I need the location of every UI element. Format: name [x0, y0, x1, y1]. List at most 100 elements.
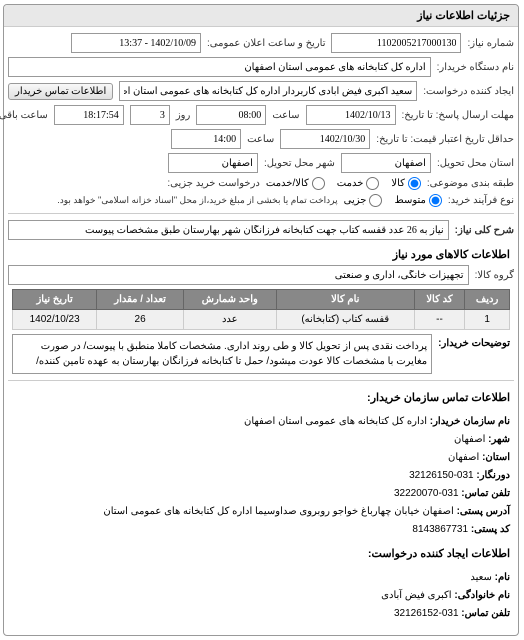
contact-section: اطلاعات تماس سازمان خریدار: نام سازمان خ… [13, 389, 511, 623]
contact-fax-line: دورنگار: 031-32126150 [13, 467, 511, 485]
contact-name-value: سعید [471, 572, 492, 583]
contact-org-label: نام سازمان خریدار: [431, 416, 511, 427]
partial-amount-label: پرداخت تمام یا بخشی از مبلغ خرید،از محل … [58, 195, 338, 206]
divider-1 [9, 213, 515, 214]
budget-radio-service[interactable]: خدمت [338, 177, 381, 190]
day-label: روز [177, 110, 192, 121]
contact-tel2-label: تلفن تماس: [462, 608, 511, 619]
response-time-input[interactable] [197, 105, 267, 125]
contact-fax-value: 031-32126150 [410, 470, 475, 481]
row-buyer-org: نام دستگاه خریدار: [9, 57, 515, 77]
desc-label: شرح کلی نیاز: [456, 225, 515, 236]
creator-input[interactable] [120, 81, 418, 101]
budget-radio-goods[interactable]: کالا [392, 177, 422, 190]
delivery-city-label: شهر محل تحویل: [265, 158, 336, 169]
th-qty: تعداد / مقدار [98, 290, 185, 310]
contact-postal-label: کد پستی: [472, 524, 511, 535]
contact-city-line: شهر: اصفهان [13, 431, 511, 449]
td-row: 1 [466, 310, 511, 330]
process-radio-partial-input[interactable] [370, 194, 383, 207]
th-code: کد کالا [415, 290, 465, 310]
creator-label: ایجاد کننده درخواست: [424, 86, 515, 97]
budget-radio-goods-service[interactable]: کالا/خدمت [267, 177, 326, 190]
announce-date-input[interactable] [72, 33, 202, 53]
td-code: -- [415, 310, 465, 330]
response-date-input[interactable] [307, 105, 397, 125]
td-name: قفسه کتاب (کتابخانه) [277, 310, 415, 330]
contact-city-label: شهر: [489, 434, 511, 445]
goods-table: ردیف کد کالا نام کالا واحد شمارش تعداد /… [13, 289, 511, 330]
process-radio-medium[interactable]: متوسط [395, 194, 442, 207]
time-label-2: ساعت [248, 134, 275, 145]
contact-province-label: استان: [483, 452, 511, 463]
td-date: 1402/10/23 [14, 310, 98, 330]
remaining-label: ساعت باقی مانده [0, 110, 49, 121]
delivery-province-label: استان محل تحویل: [438, 158, 515, 169]
days-remaining-input[interactable] [131, 105, 171, 125]
contact-postal-value: 8143867731 [413, 524, 469, 535]
credit-time-input[interactable] [172, 129, 242, 149]
announce-date-label: تاریخ و ساعت اعلان عمومی: [208, 38, 327, 49]
row-description: شرح کلی نیاز: [9, 220, 515, 240]
request-no-label: شماره نیاز: [468, 38, 515, 49]
th-unit: واحد شمارش [184, 290, 277, 310]
row-budget-type: طبقه بندی موضوعی: کالا خدمت کالا/خدمت در… [9, 177, 515, 190]
divider-2 [9, 380, 515, 381]
row-request-no: شماره نیاز: تاریخ و ساعت اعلان عمومی: [9, 33, 515, 53]
contact-fax-label: دورنگار: [477, 470, 511, 481]
contact-lname-value: اکبری فیض آبادی [382, 590, 452, 601]
buyer-org-input[interactable] [9, 57, 432, 77]
row-response-deadline: مهلت ارسال پاسخ: تا تاریخ: ساعت روز ساعت… [9, 105, 515, 125]
delivery-province-input[interactable] [342, 153, 432, 173]
contact-lname-line: نام خانوادگی: اکبری فیض آبادی [13, 587, 511, 605]
process-radio-group: متوسط جزیی [345, 194, 443, 207]
th-name: نام کالا [277, 290, 415, 310]
contact-province-value: اصفهان [449, 452, 480, 463]
process-radio-partial[interactable]: جزیی [345, 194, 384, 207]
contact-name-line: نام: سعید [13, 569, 511, 587]
notes-box: پرداخت نقدی پس از تحویل کالا و طی روند ا… [13, 334, 433, 374]
delivery-city-input[interactable] [169, 153, 259, 173]
contact-lname-label: نام خانوادگی: [455, 590, 511, 601]
budget-radio-goods-input[interactable] [409, 177, 422, 190]
goods-group-input[interactable] [9, 265, 470, 285]
contact-city-value: اصفهان [455, 434, 486, 445]
table-header-row: ردیف کد کالا نام کالا واحد شمارش تعداد /… [14, 290, 511, 310]
contact-postal-line: کد پستی: 8143867731 [13, 521, 511, 539]
contact-section-title: اطلاعات تماس سازمان خریدار: [13, 389, 511, 409]
table-row: 1 -- قفسه کتاب (کتابخانه) عدد 26 1402/10… [14, 310, 511, 330]
buyer-org-label: نام دستگاه خریدار: [438, 62, 515, 73]
budget-radio-group: کالا خدمت کالا/خدمت [267, 177, 422, 190]
budget-radio-service-input[interactable] [367, 177, 380, 190]
budget-radio-goods-service-input[interactable] [313, 177, 326, 190]
panel-title: جزئیات اطلاعات نیاز [5, 5, 519, 27]
partial-label: درخواست خرید جزیی: [168, 178, 261, 189]
credit-date-input[interactable] [281, 129, 371, 149]
remaining-time-input[interactable] [55, 105, 125, 125]
process-radio-medium-input[interactable] [430, 194, 443, 207]
contact-tel-label: تلفن تماس: [462, 488, 511, 499]
goods-group-label: گروه کالا: [476, 270, 515, 281]
response-deadline-label: مهلت ارسال پاسخ: تا تاریخ: [403, 110, 515, 121]
td-qty: 26 [98, 310, 185, 330]
contact-address-label: آدرس پستی: [458, 506, 511, 517]
contact-tel-value: 031-32220070 [395, 488, 460, 499]
contact-tel-line: تلفن تماس: 031-32220070 [13, 485, 511, 503]
process-type-label: نوع فرآیند خرید: [449, 195, 515, 206]
row-goods-group: گروه کالا: [9, 265, 515, 285]
row-credit-end: حداقل تاریخ اعتبار قیمت: تا تاریخ: ساعت [9, 129, 515, 149]
contact-address-value: اصفهان خیابان چهارباغ خواجو روبروی صداوس… [104, 506, 454, 517]
contact-tel2-line: تلفن تماس: 031-32126152 [13, 605, 511, 623]
goods-section-title: اطلاعات کالاهای مورد نیاز [13, 248, 511, 261]
contact-address-line: آدرس پستی: اصفهان خیابان چهارباغ خواجو ر… [13, 503, 511, 521]
contact-info-button[interactable]: اطلاعات تماس خریدار [9, 83, 114, 100]
row-creator: ایجاد کننده درخواست: اطلاعات تماس خریدار [9, 81, 515, 101]
request-no-input[interactable] [332, 33, 462, 53]
details-panel: جزئیات اطلاعات نیاز شماره نیاز: تاریخ و … [4, 4, 520, 636]
creator-section-title: اطلاعات ایجاد کننده درخواست: [13, 545, 511, 565]
row-delivery-location: استان محل تحویل: شهر محل تحویل: [9, 153, 515, 173]
desc-input[interactable] [9, 220, 450, 240]
contact-province-line: استان: اصفهان [13, 449, 511, 467]
contact-org-value: اداره کل کتابخانه های عمومی استان اصفهان [245, 416, 428, 427]
contact-name-label: نام: [496, 572, 511, 583]
